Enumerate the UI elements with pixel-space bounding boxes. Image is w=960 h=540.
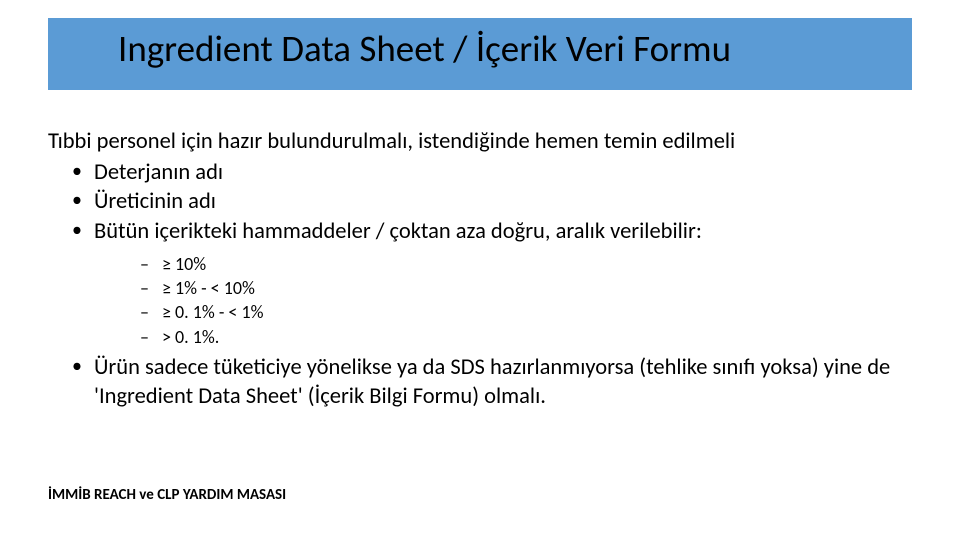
- slide-title: Ingredient Data Sheet / İçerik Veri Form…: [118, 26, 731, 71]
- bullet-item: Üreticinin adı: [72, 187, 912, 216]
- bullet-list: Deterjanın adı Üreticinin adı Bütün içer…: [48, 158, 912, 411]
- sub-bullet-text: > 0. 1%.: [162, 326, 219, 348]
- sub-bullet-text: ≥ 0. 1% - < 1%: [162, 301, 263, 323]
- bullet-text: Üreticinin adı: [94, 188, 216, 215]
- bullet-text: Deterjanın adı: [94, 159, 223, 186]
- sub-bullet-list: ≥ 10% ≥ 1% - < 10% ≥ 0. 1% - < 1% > 0. 1…: [94, 252, 912, 349]
- sub-bullet-item: ≥ 0. 1% - < 1%: [140, 300, 912, 324]
- sub-bullet-text: ≥ 10%: [162, 253, 206, 275]
- bullet-item: Bütün içerikteki hammaddeler / çoktan az…: [72, 217, 912, 349]
- bullet-text: Bütün içerikteki hammaddeler / çoktan az…: [94, 218, 702, 245]
- bullet-item: Deterjanın adı: [72, 158, 912, 187]
- sub-bullet-item: ≥ 10%: [140, 252, 912, 276]
- bullet-text: Ürün sadece tüketiciye yönelikse ya da S…: [94, 354, 890, 410]
- sub-bullet-text: ≥ 1% - < 10%: [162, 277, 255, 299]
- slide-content: Tıbbi personel için hazır bulundurulmalı…: [48, 128, 912, 412]
- bullet-item: Ürün sadece tüketiciye yönelikse ya da S…: [72, 353, 912, 412]
- footer-text: İMMİB REACH ve CLP YARDIM MASASI: [48, 486, 286, 504]
- intro-text: Tıbbi personel için hazır bulundurulmalı…: [48, 128, 912, 156]
- sub-bullet-item: > 0. 1%.: [140, 325, 912, 349]
- sub-bullet-item: ≥ 1% - < 10%: [140, 276, 912, 300]
